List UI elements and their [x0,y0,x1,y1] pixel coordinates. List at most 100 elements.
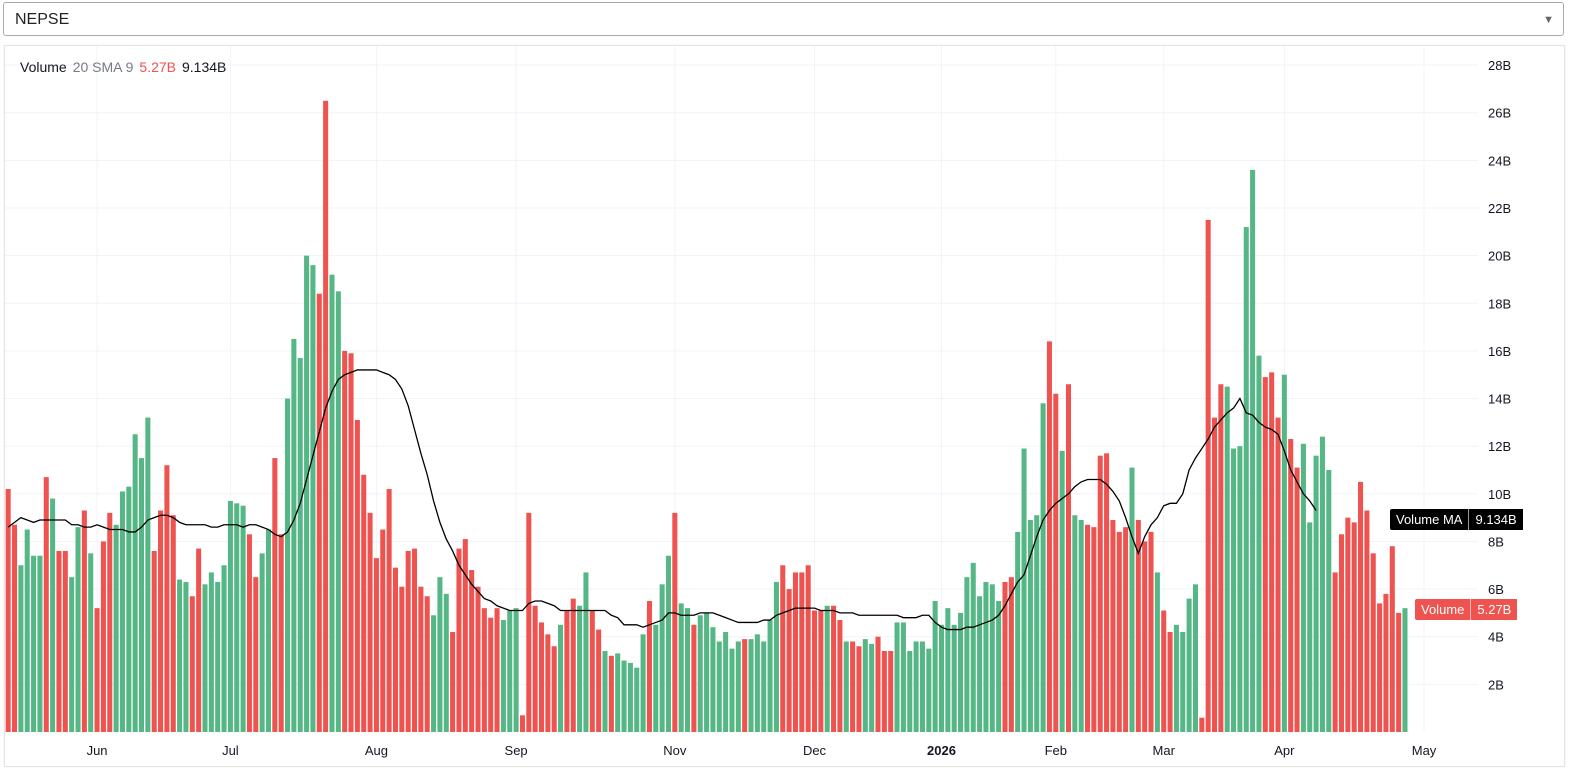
volume-bar [475,586,481,732]
volume-bar [1224,386,1230,732]
volume-bar [665,555,672,732]
volume-bar [869,643,875,732]
volume-bar [811,610,818,732]
volume-bar [43,477,49,732]
volume-bar [519,715,525,732]
x-tick-label: Nov [663,743,687,758]
symbol-selector-value: NEPSE [15,11,70,28]
volume-bar [894,622,900,732]
volume-bar [158,510,164,732]
volume-bar [551,646,557,732]
volume-bar [259,553,265,732]
volume-bar [88,553,94,732]
volume-bar [367,512,373,732]
volume-bar [316,293,322,732]
volume-bar [513,608,519,732]
volume-bar [964,577,970,732]
volume-bar [805,565,811,732]
volume-bar [1351,522,1357,732]
volume-bar [329,274,335,732]
volume-bar [945,608,951,732]
volume-bar [399,586,405,732]
volume-bar [208,572,214,732]
volume-bar [932,600,938,732]
volume-bar [1396,612,1402,732]
volume-tag-label: Volume [1415,599,1471,620]
volume-bar [1078,520,1084,732]
volume-bar [843,641,849,732]
volume-bar [818,610,824,732]
y-axis: 2B 4B 6B 8B 10B 12B 14B 16B 18B 20B 22B 24B 26B 28B [1488,58,1511,692]
volume-bar [500,620,506,732]
volume-bar [1046,341,1052,732]
volume-bar [881,651,887,732]
volume-bar [742,639,748,732]
volume-bar [1269,372,1275,732]
volume-bar [1231,448,1237,732]
volume-bar [431,615,437,732]
volume-bar [1358,481,1364,732]
volume-bar [1199,717,1205,732]
volume-bar [907,651,913,732]
x-tick-label: Mar [1153,743,1176,758]
volume-bar [1250,169,1256,733]
x-tick-label: Jul [222,743,239,758]
volume-bar [1104,453,1110,732]
y-tick-label: 8B [1488,534,1504,549]
volume-bar [577,605,583,732]
y-tick-label: 28B [1488,58,1511,73]
volume-bar [189,596,195,732]
chevron-down-icon: ▼ [1543,14,1554,26]
volume-bar [456,548,462,732]
volume-bar [1123,527,1129,732]
volume-bar [608,655,614,732]
volume-bar [310,265,316,732]
volume-bar [996,600,1002,732]
x-axis: Jun Jul Aug Sep Nov Dec 2026 Feb Mar Apr May [87,743,1437,758]
volume-bar [1116,531,1122,732]
volume-bar [94,608,100,732]
volume-bar [570,598,576,732]
volume-bar [304,255,310,733]
volume-bar [697,615,703,732]
volume-bar [919,641,925,732]
symbol-selector[interactable]: NEPSE ▼ [3,2,1564,36]
volume-bar [837,620,843,732]
volume-bar [900,622,906,732]
volume-bar [348,353,354,732]
volume-bar [145,417,151,732]
volume-bar [170,515,176,732]
volume-bar [265,529,272,732]
volume-bar [1002,581,1008,732]
volume-bar [202,584,208,732]
volume-bar [234,503,240,732]
x-tick-label: May [1412,743,1437,758]
volume-bar [24,529,30,732]
y-tick-label: 26B [1488,106,1511,121]
legend-params: 20 SMA 9 [72,59,134,75]
legend-series-name: Volume [20,59,67,75]
volume-bar [678,603,684,733]
volume-bar [938,624,945,732]
volume-bar [1085,524,1091,732]
x-tick-label: Feb [1045,743,1067,758]
volume-bar [856,646,862,732]
volume-bar [62,550,68,732]
volume-bar [1389,546,1395,732]
volume-bar [1008,577,1014,732]
volume-bar [653,624,659,732]
volume-bar [1218,384,1224,732]
volume-bar [469,570,475,732]
volume-bar [1161,610,1167,732]
y-tick-label: 6B [1488,582,1504,597]
volume-bar [1072,515,1078,732]
chart-legend: Volume 20 SMA 9 5.27B 9.134B [20,59,232,75]
volume-bar [113,524,119,732]
x-tick-label: Dec [803,743,827,758]
volume-bar [1154,572,1160,732]
volume-bar [799,572,805,732]
legend-volume-value: 5.27B [139,59,176,75]
volume-bar [1034,515,1040,732]
volume-bar [691,624,697,732]
